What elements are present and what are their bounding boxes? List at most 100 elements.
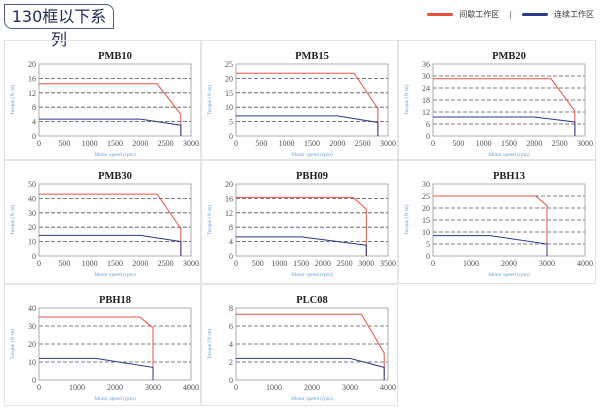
x-axis-label: Motor speed (rpm) <box>488 271 530 278</box>
y-tick-label: 25 <box>225 60 233 69</box>
y-tick-label: 40 <box>28 194 36 203</box>
y-tick-label: 0 <box>426 132 430 141</box>
x-tick-label: 1000 <box>463 259 479 268</box>
x-tick-label: 1000 <box>82 139 98 148</box>
x-tick-label: 1000 <box>69 383 85 392</box>
y-tick-label: 30 <box>422 180 430 189</box>
x-axis-label: Motor speed (rpm) <box>94 271 136 278</box>
x-tick-label: 1500 <box>501 139 517 148</box>
chart-title: PMB15 <box>295 51 329 62</box>
x-tick-label: 1500 <box>293 259 309 268</box>
x-tick-label: 1000 <box>279 139 295 148</box>
y-tick-label: 0 <box>32 132 36 141</box>
y-axis-label: Torque (N·m) <box>9 329 16 360</box>
x-tick-label: 2000 <box>526 139 542 148</box>
y-tick-label: 16 <box>225 194 233 203</box>
y-tick-label: 16 <box>28 74 36 83</box>
chart-panel-pbh18: PBH18 0 10 20 30 40 0 1000 2000 3000 4000 Motor spe… <box>4 284 201 406</box>
x-axis-label: Motor speed (rpm) <box>291 395 333 402</box>
chart-title: PBH09 <box>296 171 328 182</box>
chart-svg: PLC08 0 2 4 6 8 0 1000 2000 3000 4000 Motor speed (… <box>206 295 396 402</box>
y-tick-label: 8 <box>229 304 233 313</box>
chart-title: PBH18 <box>99 295 131 306</box>
y-tick-label: 0 <box>32 376 36 385</box>
chart-title: PBH13 <box>493 171 525 182</box>
y-tick-label: 15 <box>225 89 233 98</box>
y-tick-label: 5 <box>426 240 430 249</box>
x-tick-label: 500 <box>58 139 70 148</box>
y-axis-label: Torque (N·m) <box>9 85 16 116</box>
x-tick-label: 2000 <box>132 259 148 268</box>
x-tick-label: 3000 <box>183 139 199 148</box>
intermittent-zone-line <box>236 196 367 256</box>
x-tick-label: 4000 <box>183 383 199 392</box>
chart-panel-pmb10: PMB10 0 4 8 12 16 20 0 500 1000 1500 2000 2500 3000 Mo… <box>4 40 201 160</box>
y-axis-label: Torque (N·m) <box>9 205 16 236</box>
continuous-zone-line <box>433 235 548 256</box>
continuous-zone-line <box>39 357 154 380</box>
page-title: 130框以下系列 <box>4 4 114 49</box>
y-tick-label: 10 <box>422 228 430 237</box>
continuous-zone-line <box>39 234 182 256</box>
x-tick-label: 3000 <box>539 259 555 268</box>
x-tick-label: 2500 <box>337 259 353 268</box>
x-tick-label: 0 <box>37 139 41 148</box>
intermittent-zone-line <box>433 78 576 136</box>
chart-grid: PMB10 0 4 8 12 16 20 0 500 1000 1500 2000 2500 3000 Mo… <box>4 40 596 406</box>
y-tick-label: 0 <box>229 376 233 385</box>
y-tick-label: 12 <box>28 89 36 98</box>
x-axis-label: Motor speed (rpm) <box>488 151 530 158</box>
y-tick-label: 40 <box>28 304 36 313</box>
y-axis-label: Torque (N·m) <box>403 205 410 236</box>
y-tick-label: 8 <box>32 103 36 112</box>
x-tick-label: 3000 <box>358 259 374 268</box>
y-tick-label: 0 <box>32 252 36 261</box>
chart-panel-plc08: PLC08 0 2 4 6 8 0 1000 2000 3000 4000 Motor speed (… <box>201 284 398 406</box>
continuous-zone-line <box>236 357 385 380</box>
x-tick-label: 500 <box>452 139 464 148</box>
plot-frame <box>235 307 389 381</box>
intermittent-zone-line <box>236 313 385 380</box>
chart-panel-pmb15: PMB15 0 5 10 15 20 25 0 500 1000 1500 2000 2500 3000 M… <box>201 40 398 160</box>
x-tick-label: 2500 <box>355 139 371 148</box>
continuous-zone-line <box>39 118 182 136</box>
x-tick-label: 1500 <box>304 139 320 148</box>
y-tick-label: 18 <box>422 96 430 105</box>
x-tick-label: 2500 <box>158 259 174 268</box>
y-tick-label: 10 <box>28 238 36 247</box>
legend-intermittent-label: 间歇工作区 <box>459 10 500 19</box>
plot-frame <box>38 183 192 257</box>
chart-panel-pmb20: PMB20 0 6 12 18 24 30 36 0 500 1000 1500 2000 2500 300… <box>398 40 596 160</box>
y-tick-label: 20 <box>28 60 36 69</box>
y-tick-label: 50 <box>28 180 36 189</box>
y-tick-label: 20 <box>225 180 233 189</box>
x-tick-label: 3000 <box>145 383 161 392</box>
continuous-zone-line <box>236 115 379 136</box>
legend-continuous-swatch <box>522 13 548 16</box>
y-axis-label: Torque (N·m) <box>206 205 213 236</box>
legend-separator: | <box>509 10 512 19</box>
y-tick-label: 20 <box>28 340 36 349</box>
y-tick-label: 6 <box>426 120 430 129</box>
x-tick-label: 4000 <box>380 383 396 392</box>
x-tick-label: 3000 <box>380 139 396 148</box>
chart-svg: PMB20 0 6 12 18 24 30 36 0 500 1000 1500 2000 2500 300… <box>403 51 593 158</box>
y-tick-label: 0 <box>426 252 430 261</box>
y-tick-label: 12 <box>422 108 430 117</box>
chart-svg: PBH13 0 5 10 15 20 25 30 0 1000 2000 3000 4000 Motor … <box>403 171 593 278</box>
x-tick-label: 2000 <box>315 259 331 268</box>
chart-title: PMB30 <box>98 171 132 182</box>
plot-frame <box>235 63 389 137</box>
x-tick-label: 1500 <box>107 139 123 148</box>
intermittent-zone-line <box>39 83 182 136</box>
y-tick-label: 0 <box>229 132 233 141</box>
x-axis-label: Motor speed (rpm) <box>94 151 136 158</box>
x-tick-label: 1000 <box>82 259 98 268</box>
x-tick-label: 3000 <box>577 139 593 148</box>
continuous-zone-line <box>433 116 576 136</box>
plot-frame <box>432 63 586 137</box>
chart-svg: PBH09 0 4 8 12 16 20 0 500 1000 1500 2000 2500 3000 35… <box>206 171 396 278</box>
y-tick-label: 4 <box>32 118 36 127</box>
intermittent-zone-line <box>39 193 182 256</box>
